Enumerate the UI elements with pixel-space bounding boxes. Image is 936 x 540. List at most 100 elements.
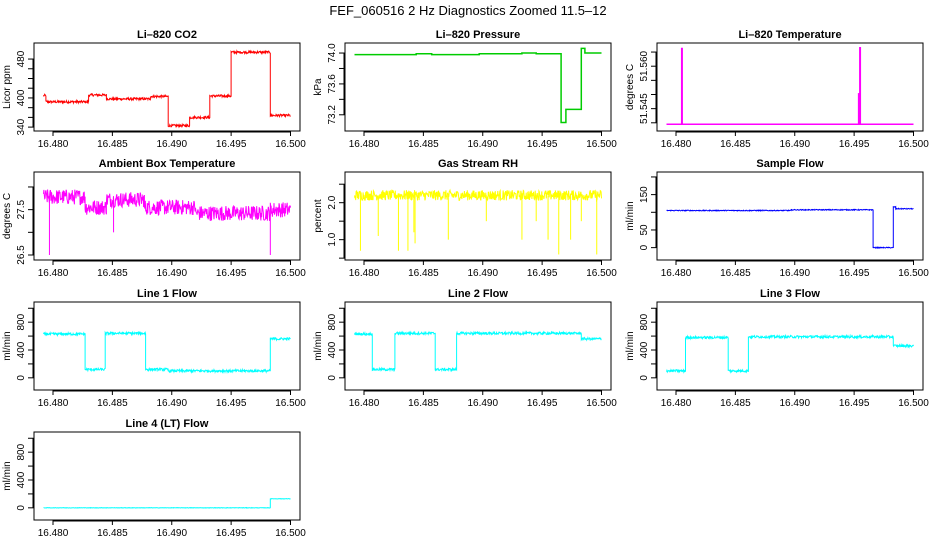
y-tick-label: 0 xyxy=(327,375,338,381)
series-line xyxy=(666,205,914,249)
y-axis-label: percent xyxy=(313,199,324,233)
y-axis-label: Licor ppm xyxy=(2,65,13,109)
y-axis-label: degrees C xyxy=(2,193,13,239)
x-tick-label: 16.500 xyxy=(275,528,306,539)
series-line xyxy=(354,188,602,203)
y-tick-label: 480 xyxy=(16,50,27,67)
x-tick-label: 16.500 xyxy=(898,139,929,150)
y-tick-label: 73.2 xyxy=(327,105,338,125)
panel-6: Sample Flow 16.480 16.485 16.490 16.495 16.50… xyxy=(625,158,929,279)
y-tick-label: 400 xyxy=(16,471,27,488)
panel-5: Gas Stream RH 16.480 16.485 16.490 16.495 16.… xyxy=(313,158,617,279)
y-tick-label: 800 xyxy=(327,313,338,330)
x-tick-label: 16.480 xyxy=(661,268,692,279)
x-tick-label: 16.480 xyxy=(349,268,380,279)
panel-title: Li–820 CO2 xyxy=(137,29,197,41)
panel-1: Li–820 CO2 16.480 16.485 16.490 16.495 16.500… xyxy=(2,29,306,150)
y-axis-label: ml/min xyxy=(625,331,636,360)
panel-3: Li–820 Temperature 16.480 16.485 16.490 16.4… xyxy=(625,29,929,150)
x-tick-label: 16.495 xyxy=(527,139,558,150)
x-tick-label: 16.485 xyxy=(408,268,439,279)
x-tick-label: 16.490 xyxy=(467,139,498,150)
x-tick-label: 16.480 xyxy=(38,398,69,409)
plot-box xyxy=(33,42,301,132)
y-tick-label: 50 xyxy=(639,224,650,236)
series-line xyxy=(43,330,291,375)
plot-box xyxy=(344,301,612,391)
y-tick-label: 800 xyxy=(16,443,27,460)
plot-box xyxy=(344,42,612,132)
series-line xyxy=(354,330,602,373)
panel-title: Line 1 Flow xyxy=(137,288,197,300)
x-tick-label: 16.495 xyxy=(839,398,870,409)
panel-2: Li–820 Pressure 16.480 16.485 16.490 16.495 1… xyxy=(313,29,617,150)
panel-4: Ambient Box Temperature 16.480 16.485 16.49… xyxy=(2,158,306,279)
x-tick-label: 16.500 xyxy=(275,268,306,279)
x-tick-label: 16.480 xyxy=(349,139,380,150)
y-tick-label: 51.545 xyxy=(639,93,650,124)
x-tick-label: 16.500 xyxy=(586,398,617,409)
x-tick-label: 16.490 xyxy=(467,268,498,279)
plot-box xyxy=(33,431,301,521)
panel-title: Li–820 Temperature xyxy=(738,29,841,41)
x-tick-label: 16.495 xyxy=(527,398,558,409)
x-tick-label: 16.500 xyxy=(586,139,617,150)
x-tick-label: 16.485 xyxy=(408,398,439,409)
panel-title: Ambient Box Temperature xyxy=(99,158,236,170)
y-tick-label: 74.0 xyxy=(327,43,338,63)
y-tick-label: 400 xyxy=(639,341,650,358)
x-tick-label: 16.500 xyxy=(275,398,306,409)
y-tick-label: 400 xyxy=(327,341,338,358)
x-tick-label: 16.485 xyxy=(97,139,128,150)
plot-box xyxy=(344,171,612,261)
y-axis-label: degrees C xyxy=(625,64,636,110)
y-tick-label: 800 xyxy=(16,313,27,330)
y-axis-label: ml/min xyxy=(2,461,13,490)
x-tick-label: 16.485 xyxy=(97,268,128,279)
x-tick-label: 16.485 xyxy=(408,139,439,150)
series-line xyxy=(43,49,291,129)
plot-box xyxy=(33,301,301,391)
panel-title: Li–820 Pressure xyxy=(436,29,520,41)
y-axis-label: ml/min xyxy=(625,201,636,230)
y-axis-label: ml/min xyxy=(2,331,13,360)
plot-box xyxy=(656,171,924,261)
x-tick-label: 16.495 xyxy=(527,268,558,279)
x-tick-label: 16.500 xyxy=(275,139,306,150)
x-tick-label: 16.485 xyxy=(97,398,128,409)
x-tick-label: 16.500 xyxy=(898,268,929,279)
x-tick-label: 16.490 xyxy=(779,139,810,150)
y-tick-label: 27.5 xyxy=(16,199,27,219)
y-tick-label: 0 xyxy=(16,375,27,381)
panel-7: Line 1 Flow 16.480 16.485 16.490 16.495 16.50… xyxy=(2,288,306,409)
x-tick-label: 16.490 xyxy=(156,268,187,279)
x-tick-label: 16.480 xyxy=(38,268,69,279)
x-tick-label: 16.495 xyxy=(216,139,247,150)
x-tick-label: 16.490 xyxy=(779,398,810,409)
x-tick-label: 16.480 xyxy=(661,139,692,150)
y-tick-label: 400 xyxy=(16,89,27,106)
series-line xyxy=(666,333,914,374)
x-tick-label: 16.480 xyxy=(38,139,69,150)
x-tick-label: 16.490 xyxy=(467,398,498,409)
x-tick-label: 16.500 xyxy=(898,398,929,409)
x-tick-label: 16.495 xyxy=(839,139,870,150)
series-line xyxy=(354,47,602,124)
x-tick-label: 16.480 xyxy=(661,398,692,409)
x-tick-label: 16.485 xyxy=(97,528,128,539)
panel-10: Line 4 (LT) Flow 16.480 16.485 16.490 16.495… xyxy=(2,418,306,539)
x-tick-label: 16.485 xyxy=(720,398,751,409)
y-axis-label: kPa xyxy=(313,78,324,96)
y-tick-label: 1.0 xyxy=(327,232,338,246)
figure-title: FEF_060516 2 Hz Diagnostics Zoomed 11.5–… xyxy=(329,3,606,18)
panel-title: Line 2 Flow xyxy=(448,288,508,300)
panel-title: Line 3 Flow xyxy=(760,288,820,300)
x-tick-label: 16.495 xyxy=(839,268,870,279)
y-tick-label: 800 xyxy=(639,313,650,330)
x-tick-label: 16.485 xyxy=(720,268,751,279)
x-tick-label: 16.490 xyxy=(156,398,187,409)
y-tick-label: 0 xyxy=(16,505,27,511)
series-line xyxy=(43,498,291,509)
x-tick-label: 16.495 xyxy=(216,528,247,539)
